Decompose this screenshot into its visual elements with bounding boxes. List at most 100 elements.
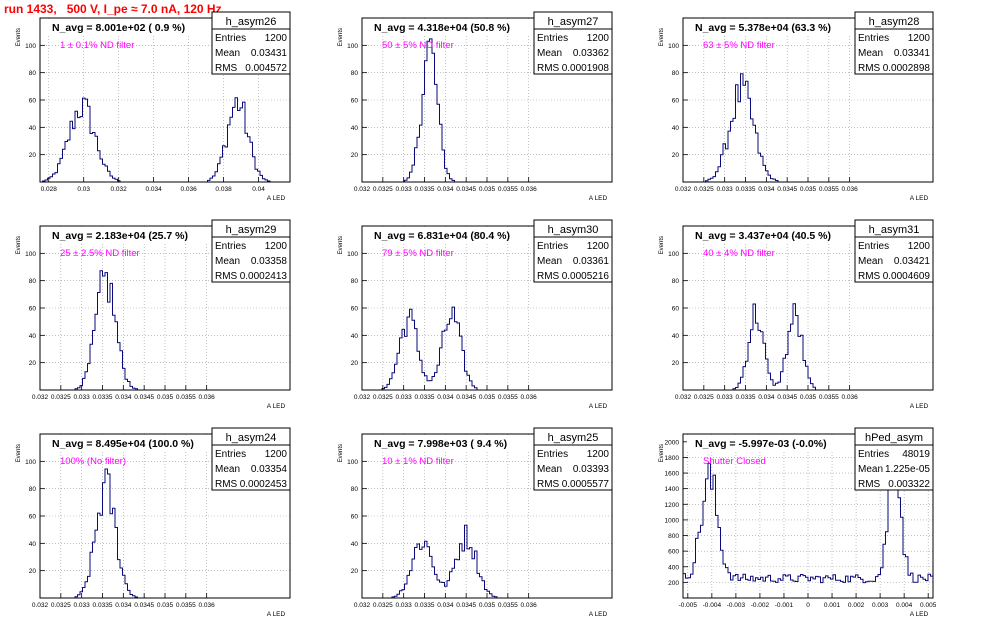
y-tick-label: 80 <box>29 278 37 285</box>
stats-value-entries: 1200 <box>587 33 610 44</box>
y-axis-label: Events <box>659 28 665 46</box>
stats-value-rms: 0.0005577 <box>562 479 610 490</box>
stats-key-rms: RMS <box>537 63 560 74</box>
stats-key-entries: Entries <box>858 33 889 44</box>
x-tick-label: 0.033 <box>396 602 413 609</box>
stats-value-rms: 0.0005216 <box>562 271 610 282</box>
y-tick-label: 80 <box>29 70 37 77</box>
label-box <box>366 436 536 450</box>
x-tick-label: 0.034 <box>145 186 162 193</box>
y-tick-label: 80 <box>351 70 359 77</box>
filter-note: 40 ± 4% ND filter <box>703 248 775 259</box>
n-avg-label: N_avg = -5.997e-03 (-0.0%) <box>695 438 827 450</box>
y-tick-label: 600 <box>668 549 679 556</box>
x-tick-label: 0.033 <box>717 394 734 401</box>
stats-key-mean: Mean <box>858 464 883 475</box>
y-axis-label: Events <box>16 236 22 254</box>
x-tick-label: 0.035 <box>479 186 496 193</box>
filter-note: 63 ± 5% ND filter <box>703 40 775 51</box>
y-tick-label: 60 <box>351 514 359 521</box>
x-tick-label: 0.034 <box>758 394 775 401</box>
y-tick-label: 40 <box>351 333 359 340</box>
filter-note: 10 ± 1% ND filter <box>382 456 454 467</box>
y-tick-label: 80 <box>672 70 680 77</box>
x-tick-label: 0.0345 <box>456 602 476 609</box>
stats-box <box>211 427 291 491</box>
stats-box <box>533 11 613 75</box>
label-box <box>366 20 536 34</box>
n-avg-label: N_avg = 6.831e+04 (80.4 %) <box>374 230 510 242</box>
stats-value-rms: 0.0002413 <box>240 271 288 282</box>
x-tick-label: 0.034 <box>437 186 454 193</box>
y-tick-label: 1000 <box>665 517 680 524</box>
stats-box <box>211 219 291 283</box>
x-tick-label: 0.034 <box>115 602 132 609</box>
y-axis-label: Events <box>659 236 665 254</box>
x-tick-label: 0.034 <box>115 394 132 401</box>
x-tick-label: 0.005 <box>920 602 937 609</box>
y-axis-label: Events <box>659 444 665 462</box>
x-axis-label: A LED <box>589 611 608 618</box>
stats-box <box>533 219 613 283</box>
x-tick-label: 0.0325 <box>373 394 393 401</box>
y-tick-label: 60 <box>672 98 680 105</box>
stats-value-mean: 0.03393 <box>573 464 610 475</box>
y-tick-label: 60 <box>351 306 359 313</box>
x-tick-label: 0.0335 <box>415 186 435 193</box>
x-axis-label: A LED <box>910 611 929 618</box>
x-tick-label: 0.03 <box>77 186 90 193</box>
histogram-name: h_asym31 <box>869 224 920 236</box>
stats-key-mean: Mean <box>537 48 562 59</box>
y-tick-label: 20 <box>29 360 37 367</box>
histogram-panel-h_asym26: 0.028 0.03 0.032 0.034 0.036 0.038 0.04 20 40 60 8… <box>16 11 291 202</box>
y-tick-label: 100 <box>25 459 36 466</box>
y-tick-label: 60 <box>29 514 37 521</box>
x-tick-label: 0.033 <box>74 602 91 609</box>
x-tick-label: 0.0335 <box>93 394 113 401</box>
filter-note: 79 ± 5% ND filter <box>382 248 454 259</box>
x-tick-label: 0.036 <box>842 394 859 401</box>
x-axis-label: A LED <box>267 195 286 202</box>
x-tick-label: 0.036 <box>199 394 216 401</box>
stats-value-rms: 0.004572 <box>245 63 287 74</box>
x-tick-label: 0.0355 <box>819 394 839 401</box>
histogram-panel-h_asym29: 0.032 0.0325 0.033 0.0335 0.034 0.0345 0.035 0.… <box>16 219 291 410</box>
y-axis-label: Events <box>16 28 22 46</box>
x-tick-label: 0.034 <box>758 186 775 193</box>
stats-key-mean: Mean <box>537 464 562 475</box>
y-tick-label: 80 <box>29 486 37 493</box>
x-tick-label: 0.036 <box>842 186 859 193</box>
histogram-name: hPed_asym <box>865 432 923 444</box>
x-tick-label: 0.004 <box>896 602 913 609</box>
label-box <box>44 20 214 34</box>
y-tick-label: 80 <box>351 278 359 285</box>
n-avg-label: N_avg = 3.437e+04 (40.5 %) <box>695 230 831 242</box>
stats-key-rms: RMS <box>215 271 238 282</box>
x-tick-label: 0.0325 <box>373 186 393 193</box>
x-tick-label: 0.034 <box>437 394 454 401</box>
x-tick-label: 0.0355 <box>498 394 518 401</box>
y-tick-label: 20 <box>672 152 680 159</box>
y-tick-label: 200 <box>668 580 679 587</box>
stats-value-mean: 0.03354 <box>251 464 288 475</box>
x-tick-label: 0.036 <box>199 602 216 609</box>
stats-value-mean: 0.03431 <box>251 48 288 59</box>
label-box <box>44 228 214 242</box>
histogram-panel-h_asym24: 0.032 0.0325 0.033 0.0335 0.034 0.0345 0.035 0.… <box>16 427 291 618</box>
y-tick-label: 100 <box>25 251 36 258</box>
stats-key-mean: Mean <box>215 464 240 475</box>
x-tick-label: -0.003 <box>727 602 746 609</box>
stats-value-rms: 0.0002453 <box>240 479 288 490</box>
x-tick-label: 0.0355 <box>819 186 839 193</box>
x-tick-label: 0.036 <box>521 394 538 401</box>
x-tick-label: -0.005 <box>679 602 698 609</box>
stats-key-rms: RMS <box>858 63 881 74</box>
y-tick-label: 20 <box>672 360 680 367</box>
y-tick-label: 100 <box>668 43 679 50</box>
x-tick-label: 0.002 <box>848 602 865 609</box>
filter-note: 100% (No filter) <box>60 456 126 467</box>
y-tick-label: 60 <box>29 98 37 105</box>
x-tick-label: -0.001 <box>775 602 794 609</box>
x-tick-label: 0.001 <box>824 602 841 609</box>
stats-key-entries: Entries <box>537 33 568 44</box>
